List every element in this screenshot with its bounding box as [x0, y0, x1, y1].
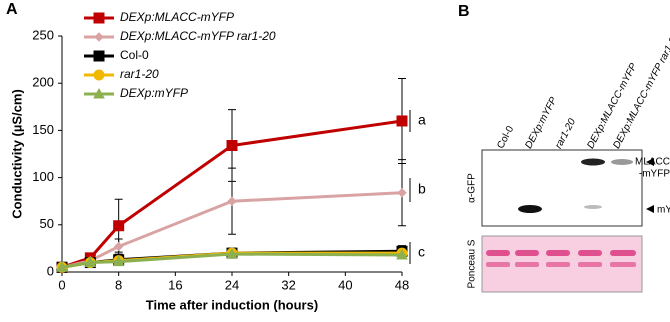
x-tick-label: 40	[338, 277, 352, 292]
legend-label: Col-0	[120, 48, 149, 62]
marker	[56, 261, 68, 272]
band-label: -mYFP	[639, 169, 670, 180]
y-tick-label: 250	[32, 27, 54, 42]
band-label: mYFP	[657, 205, 670, 216]
band	[518, 205, 542, 213]
x-tick-label: 8	[115, 277, 122, 292]
ponceau-bands	[486, 250, 636, 267]
panel-label: B	[458, 3, 470, 20]
marker	[84, 256, 97, 268]
y-tick-label: 150	[32, 122, 54, 137]
row-label: α-GFP	[467, 173, 478, 203]
row-label: Ponceau S	[467, 239, 478, 288]
marker	[396, 248, 408, 260]
legend-marker	[93, 50, 105, 62]
arrow	[646, 158, 654, 166]
x-axis-label: Time after induction (hours)	[146, 297, 318, 312]
x-tick-label: 32	[281, 277, 295, 292]
lane-labels: Col-0 DEXp:mYFP rar1-20 DEXp:MLACC-mYFP …	[495, 31, 670, 151]
y-tick-label: 50	[40, 216, 54, 231]
y-tick-label: 100	[32, 169, 54, 184]
legend-marker	[93, 12, 105, 24]
band	[611, 159, 633, 165]
arrow	[646, 205, 654, 213]
x-tick-label: 48	[395, 277, 409, 292]
marker	[113, 241, 124, 252]
legend-label: rar1-20	[120, 67, 159, 81]
annotation: c	[418, 244, 425, 260]
legend-marker	[93, 87, 105, 99]
x-tick-label: 16	[168, 277, 182, 292]
y-axis-label: Conductivity (µS/cm)	[9, 89, 24, 219]
marker	[396, 115, 408, 127]
marker	[227, 196, 237, 206]
y-tick-label: 0	[47, 263, 54, 278]
lane-label: rar1-20	[553, 117, 578, 151]
band-label: MLACC	[635, 157, 670, 168]
marker	[113, 220, 125, 232]
x-tick-label: 24	[225, 277, 239, 292]
marker	[226, 140, 238, 152]
y-tick-label: 200	[32, 75, 54, 90]
annotation: b	[418, 181, 426, 197]
annotation: a	[418, 112, 426, 128]
band	[581, 158, 605, 166]
marker	[226, 248, 238, 259]
marker	[112, 255, 125, 267]
band	[584, 205, 602, 209]
panel-label: A	[6, 1, 18, 18]
marker	[397, 187, 407, 198]
x-tick-label: 0	[58, 277, 65, 292]
legend-label: DEXp:MLACC-mYFP	[120, 10, 234, 24]
legend-marker	[93, 69, 105, 81]
legend-label: DEXp:mYFP	[120, 86, 188, 100]
lane-label: Col-0	[495, 124, 516, 151]
legend-label: DEXp:MLACC-mYFP rar1-20	[120, 29, 276, 43]
legend-marker	[94, 32, 104, 42]
